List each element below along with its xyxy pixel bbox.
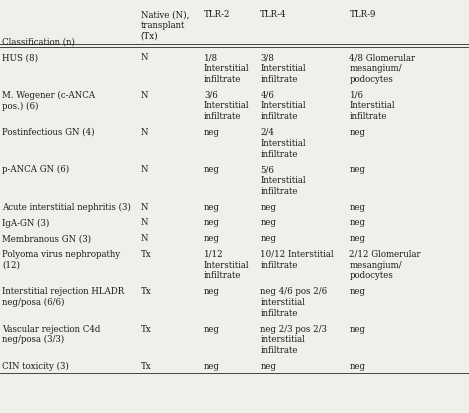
Text: neg: neg — [349, 165, 365, 174]
Text: infiltrate: infiltrate — [260, 112, 298, 121]
Text: 3/8: 3/8 — [260, 53, 274, 62]
Text: (12): (12) — [2, 260, 20, 269]
Text: interstitial: interstitial — [260, 335, 305, 344]
Text: M. Wegener (c-ANCA: M. Wegener (c-ANCA — [2, 90, 96, 100]
Text: 2/4: 2/4 — [260, 128, 274, 137]
Text: mesangium/: mesangium/ — [349, 260, 402, 269]
Text: neg: neg — [204, 324, 220, 333]
Text: IgA-GN (3): IgA-GN (3) — [2, 218, 50, 227]
Text: 1/12: 1/12 — [204, 249, 224, 258]
Text: N: N — [141, 233, 148, 242]
Text: infiltrate: infiltrate — [260, 149, 298, 158]
Text: neg: neg — [204, 233, 220, 242]
Text: neg: neg — [349, 361, 365, 370]
Text: Tx: Tx — [141, 324, 151, 333]
Text: N: N — [141, 128, 148, 137]
Text: infiltrate: infiltrate — [204, 271, 242, 280]
Text: Interstitial: Interstitial — [260, 176, 306, 185]
Text: neg: neg — [349, 128, 365, 137]
Text: TLR-4: TLR-4 — [260, 10, 287, 19]
Text: neg: neg — [204, 128, 220, 137]
Text: CIN toxicity (3): CIN toxicity (3) — [2, 361, 69, 370]
Text: neg 4/6 pos 2/6: neg 4/6 pos 2/6 — [260, 287, 327, 295]
Text: Interstitial rejection HLADR: Interstitial rejection HLADR — [2, 287, 125, 295]
Text: 1/6: 1/6 — [349, 90, 363, 100]
Text: neg: neg — [260, 202, 276, 211]
Text: Tx: Tx — [141, 249, 151, 258]
Text: infiltrate: infiltrate — [260, 187, 298, 195]
Text: 5/6: 5/6 — [260, 165, 274, 174]
Text: 10/12 Interstitial: 10/12 Interstitial — [260, 249, 334, 258]
Text: podocytes: podocytes — [349, 271, 393, 280]
Text: 2/12 Glomerular: 2/12 Glomerular — [349, 249, 421, 258]
Text: podocytes: podocytes — [349, 75, 393, 84]
Text: pos.) (6): pos.) (6) — [2, 101, 39, 110]
Text: 1/8: 1/8 — [204, 53, 218, 62]
Text: 4/6: 4/6 — [260, 90, 274, 100]
Text: neg: neg — [260, 361, 276, 370]
Text: transplant: transplant — [141, 21, 185, 30]
Text: Polyoma virus nephropathy: Polyoma virus nephropathy — [2, 249, 121, 258]
Text: infiltrate: infiltrate — [204, 112, 242, 121]
Text: neg: neg — [349, 233, 365, 242]
Text: neg: neg — [260, 233, 276, 242]
Text: Interstitial: Interstitial — [260, 138, 306, 147]
Text: infiltrate: infiltrate — [260, 345, 298, 354]
Text: Interstitial: Interstitial — [260, 64, 306, 73]
Text: neg/posa (6/6): neg/posa (6/6) — [2, 297, 65, 306]
Text: p-ANCA GN (6): p-ANCA GN (6) — [2, 165, 69, 174]
Text: Interstitial: Interstitial — [260, 101, 306, 110]
Text: TLR-9: TLR-9 — [349, 10, 376, 19]
Text: neg: neg — [204, 202, 220, 211]
Text: (Tx): (Tx) — [141, 32, 159, 41]
Text: neg: neg — [349, 287, 365, 295]
Text: neg: neg — [349, 202, 365, 211]
Text: infiltrate: infiltrate — [349, 112, 387, 121]
Text: 4/8 Glomerular: 4/8 Glomerular — [349, 53, 416, 62]
Text: neg: neg — [204, 218, 220, 227]
Text: Interstitial: Interstitial — [204, 64, 250, 73]
Text: mesangium/: mesangium/ — [349, 64, 402, 73]
Text: N: N — [141, 202, 148, 211]
Text: Acute interstitial nephritis (3): Acute interstitial nephritis (3) — [2, 202, 131, 211]
Text: neg: neg — [260, 218, 276, 227]
Text: infiltrate: infiltrate — [260, 260, 298, 269]
Text: N: N — [141, 218, 148, 227]
Text: Interstitial: Interstitial — [204, 260, 250, 269]
Text: N: N — [141, 90, 148, 100]
Text: neg: neg — [349, 324, 365, 333]
Text: neg: neg — [204, 361, 220, 370]
Text: neg: neg — [349, 218, 365, 227]
Text: N: N — [141, 165, 148, 174]
Text: Native (N),: Native (N), — [141, 10, 189, 19]
Text: neg/posa (3/3): neg/posa (3/3) — [2, 335, 65, 344]
Text: Postinfectious GN (4): Postinfectious GN (4) — [2, 128, 95, 137]
Text: Vascular rejection C4d: Vascular rejection C4d — [2, 324, 101, 333]
Text: infiltrate: infiltrate — [260, 308, 298, 317]
Text: TLR-2: TLR-2 — [204, 10, 231, 19]
Text: Classification (n): Classification (n) — [2, 38, 76, 46]
Text: 3/6: 3/6 — [204, 90, 218, 100]
Text: HUS (8): HUS (8) — [2, 53, 38, 62]
Text: neg: neg — [204, 165, 220, 174]
Text: Tx: Tx — [141, 361, 151, 370]
Text: Tx: Tx — [141, 287, 151, 295]
Text: N: N — [141, 53, 148, 62]
Text: neg: neg — [204, 287, 220, 295]
Text: Interstitial: Interstitial — [204, 101, 250, 110]
Text: infiltrate: infiltrate — [260, 75, 298, 84]
Text: Membranous GN (3): Membranous GN (3) — [2, 233, 91, 242]
Text: interstitial: interstitial — [260, 297, 305, 306]
Text: neg 2/3 pos 2/3: neg 2/3 pos 2/3 — [260, 324, 327, 333]
Text: infiltrate: infiltrate — [204, 75, 242, 84]
Text: Interstitial: Interstitial — [349, 101, 395, 110]
